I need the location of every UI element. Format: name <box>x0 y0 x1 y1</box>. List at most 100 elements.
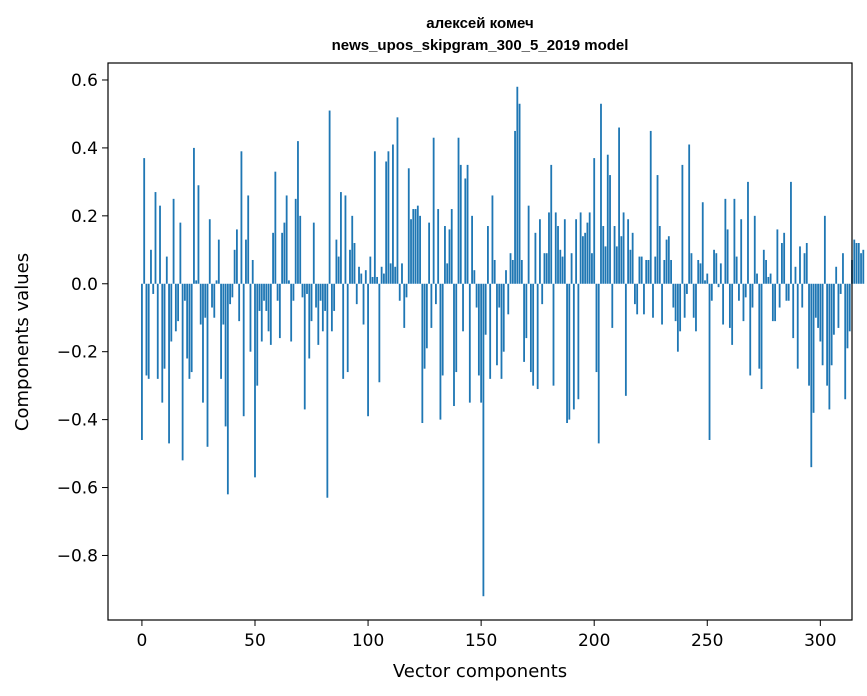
bar <box>181 283 184 461</box>
bar <box>455 283 458 373</box>
bar <box>435 283 437 305</box>
bar <box>627 219 630 284</box>
bar <box>283 222 286 284</box>
bar <box>701 202 704 284</box>
bar <box>640 256 643 284</box>
bar <box>236 229 238 284</box>
bar <box>484 283 487 335</box>
bar <box>563 219 566 284</box>
bar <box>340 192 342 284</box>
bar <box>260 283 263 342</box>
bar <box>543 253 546 284</box>
bar <box>848 283 851 332</box>
x-axis: 0 50 100 150 200 250 300 <box>137 620 837 651</box>
bar <box>792 283 795 339</box>
bar <box>602 226 605 284</box>
bar <box>706 273 709 284</box>
bar <box>174 283 177 332</box>
bar <box>208 219 211 284</box>
bar <box>342 283 345 379</box>
bar <box>833 283 835 335</box>
bar <box>355 283 358 305</box>
bar <box>638 256 641 284</box>
bar <box>529 283 532 373</box>
bar <box>315 283 317 308</box>
bar <box>346 283 349 373</box>
bar <box>559 249 562 284</box>
bar <box>482 283 485 597</box>
bar <box>401 263 403 284</box>
bar <box>394 266 397 284</box>
bar <box>297 141 299 284</box>
bar <box>541 283 544 305</box>
bar <box>624 283 627 396</box>
bar <box>290 283 293 342</box>
bars-group <box>141 86 865 597</box>
bar <box>464 178 467 284</box>
bar <box>414 209 417 284</box>
bar <box>758 283 761 369</box>
y-tick-label: 0.2 <box>71 207 98 227</box>
bar <box>190 283 193 373</box>
bar <box>579 212 582 284</box>
bar <box>577 283 580 400</box>
bar <box>468 283 471 403</box>
bar <box>251 259 254 284</box>
bar <box>143 158 146 284</box>
bar <box>416 205 419 284</box>
bar <box>618 127 620 284</box>
bar <box>548 212 550 284</box>
bar <box>265 283 268 311</box>
bar <box>665 239 668 284</box>
bar <box>704 280 706 284</box>
bar <box>751 283 754 308</box>
bar <box>550 164 553 284</box>
bar <box>857 243 860 284</box>
bar <box>358 266 360 284</box>
bar <box>245 239 247 284</box>
x-tick-label: 300 <box>804 631 836 651</box>
bar <box>195 280 198 284</box>
bar <box>308 283 311 359</box>
bar <box>566 283 568 424</box>
bar <box>498 283 501 308</box>
bar <box>597 283 600 444</box>
bar <box>306 283 308 294</box>
x-tick-label: 0 <box>137 631 148 651</box>
bar <box>278 283 281 339</box>
bar <box>735 256 738 284</box>
bar <box>812 283 815 413</box>
bar <box>674 283 677 322</box>
bar <box>238 283 241 322</box>
bar <box>837 283 840 328</box>
bar <box>527 205 530 284</box>
bar <box>803 253 806 284</box>
bar <box>855 243 858 284</box>
bar <box>183 283 186 301</box>
bar <box>819 283 822 342</box>
bar <box>186 283 189 359</box>
bar <box>263 283 265 301</box>
bar <box>226 283 229 495</box>
bar <box>769 273 772 284</box>
bar <box>539 219 541 284</box>
bar <box>767 276 770 284</box>
bar <box>656 175 659 284</box>
bar <box>403 283 406 328</box>
bar <box>312 222 315 284</box>
bar <box>545 253 548 284</box>
bar <box>774 283 777 322</box>
bar <box>349 249 351 284</box>
bar <box>177 283 180 322</box>
bar <box>724 198 727 284</box>
bar <box>392 144 394 284</box>
bar <box>487 226 489 284</box>
bar <box>326 283 329 498</box>
bar <box>292 283 295 301</box>
bar <box>844 283 847 400</box>
bar <box>344 195 347 284</box>
bar <box>299 215 302 284</box>
x-tick-label: 150 <box>465 631 497 651</box>
bar <box>204 283 207 318</box>
bar <box>760 283 763 390</box>
